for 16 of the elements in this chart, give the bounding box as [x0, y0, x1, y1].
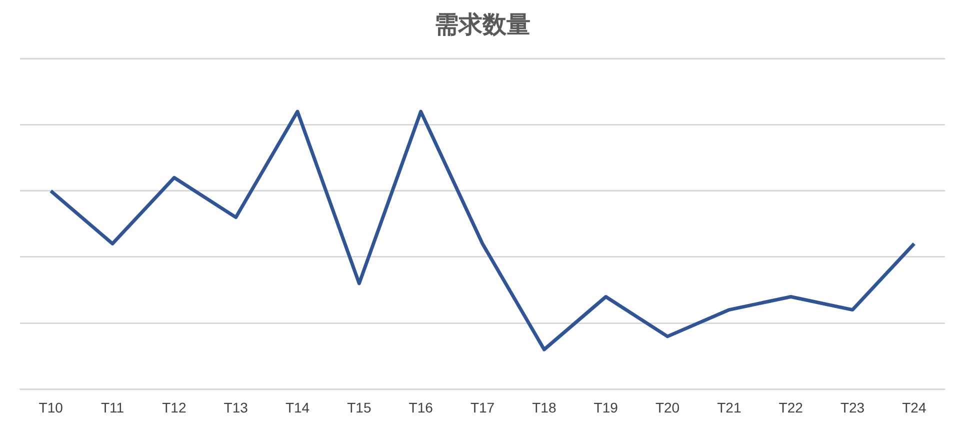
x-tick-label: T13 [224, 399, 248, 416]
x-tick-label: T19 [594, 399, 618, 416]
x-tick-label: T10 [38, 399, 64, 416]
x-tick-label: T11 [100, 399, 124, 416]
x-tick-label: T21 [717, 399, 742, 416]
x-tick-label: T12 [162, 399, 186, 416]
x-tick-label: T24 [902, 399, 926, 416]
x-tick-label: T23 [840, 399, 865, 416]
x-tick-label: T22 [778, 399, 804, 416]
x-tick-label: T16 [408, 399, 434, 416]
chart-title: 需求数量 [434, 10, 530, 39]
x-tick-label: T18 [532, 399, 556, 416]
x-tick-label: T17 [470, 399, 495, 416]
x-tick-label: T14 [285, 399, 310, 416]
x-tick-label: T15 [347, 399, 372, 416]
x-tick-label: T20 [655, 399, 680, 416]
